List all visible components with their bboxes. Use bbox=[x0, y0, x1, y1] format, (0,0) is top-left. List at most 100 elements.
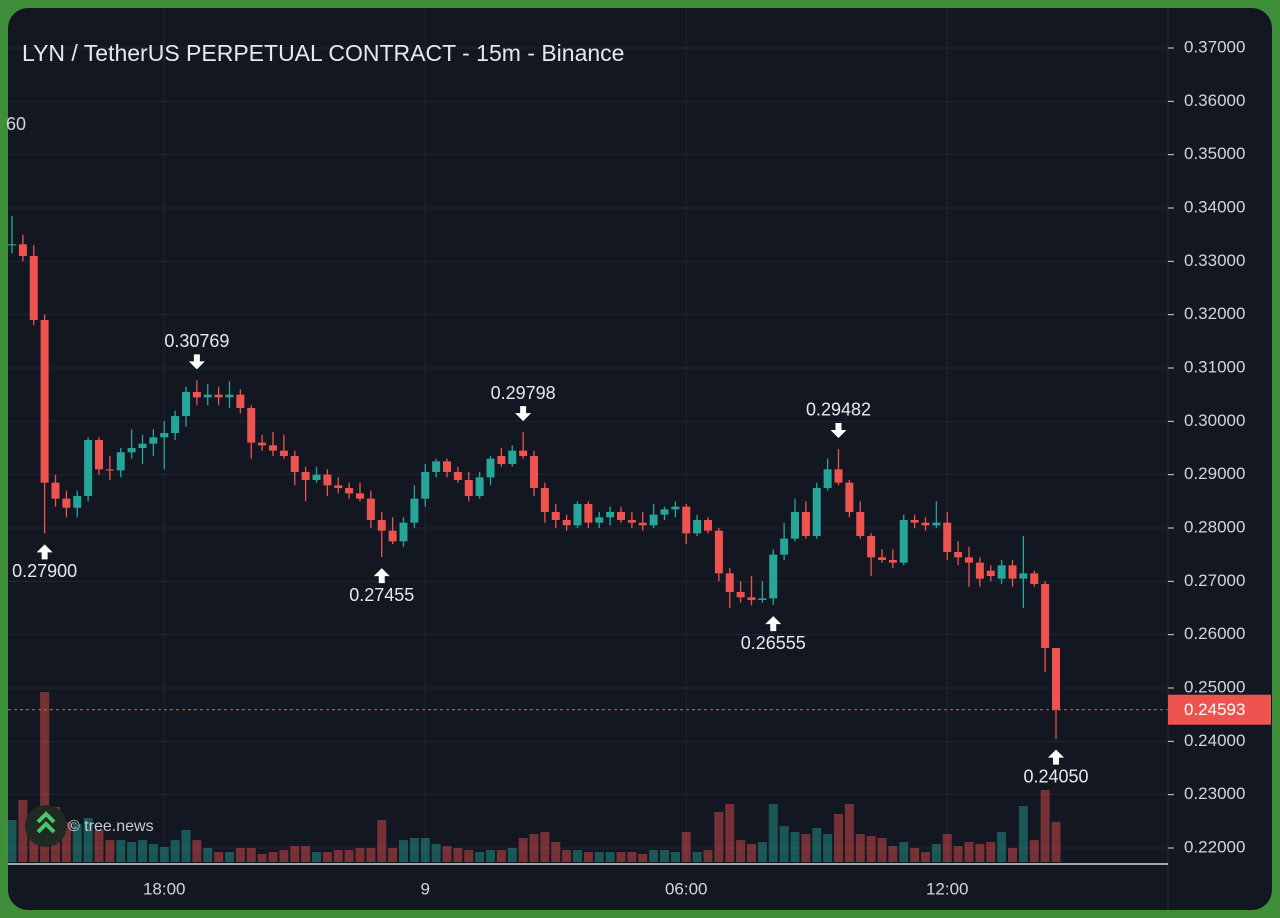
candle-body bbox=[323, 474, 332, 486]
y-tick-label: 0.23000 bbox=[1184, 784, 1245, 803]
high-label: 0.30769 bbox=[164, 331, 229, 351]
volume-bar bbox=[855, 834, 865, 862]
volume-bar bbox=[214, 852, 224, 862]
candle-body bbox=[453, 472, 462, 480]
candle-body bbox=[540, 488, 549, 512]
volume-bar bbox=[605, 852, 615, 862]
volume-bar bbox=[322, 852, 332, 862]
candle-body bbox=[410, 498, 419, 523]
volume-bar bbox=[420, 838, 430, 862]
volume-bar bbox=[997, 832, 1007, 862]
candle-body bbox=[1052, 648, 1060, 710]
volume-bar bbox=[18, 800, 28, 862]
candle-body bbox=[356, 493, 364, 499]
volume-bar bbox=[692, 852, 702, 862]
volume-bar bbox=[736, 840, 746, 862]
volume-bar bbox=[377, 820, 387, 862]
candle-body bbox=[127, 448, 136, 453]
volume-bar bbox=[235, 848, 245, 862]
candle-body bbox=[595, 517, 604, 523]
candle-body bbox=[269, 445, 277, 451]
volume-bar bbox=[181, 830, 191, 862]
candle-body bbox=[432, 461, 441, 472]
volume-bar bbox=[583, 852, 593, 862]
volume-bar bbox=[192, 840, 202, 862]
x-tick-label: 18:00 bbox=[143, 879, 186, 898]
volume-bar bbox=[388, 848, 398, 862]
volume-bar bbox=[1018, 806, 1028, 862]
volume-bar bbox=[540, 832, 550, 862]
volume-bar bbox=[888, 846, 898, 862]
volume-bar bbox=[1029, 840, 1039, 862]
candle-body bbox=[236, 394, 245, 408]
volume-bar bbox=[529, 834, 539, 862]
candle-body bbox=[73, 496, 82, 508]
candle-body bbox=[377, 520, 386, 531]
volume-bar bbox=[486, 850, 495, 862]
y-tick-label: 0.33000 bbox=[1184, 251, 1245, 270]
volume-bar bbox=[333, 850, 343, 862]
candle-body bbox=[714, 530, 723, 574]
y-tick-label: 0.26000 bbox=[1184, 624, 1245, 643]
candle-body bbox=[845, 482, 854, 512]
volume-bar bbox=[823, 834, 833, 862]
y-tick-label: 0.22000 bbox=[1184, 837, 1245, 856]
volume-bar bbox=[127, 842, 137, 862]
volume-bar bbox=[910, 848, 920, 862]
candle-body bbox=[878, 557, 886, 560]
watermark-logo bbox=[25, 805, 67, 847]
volume-bar bbox=[431, 844, 441, 862]
volume-bar bbox=[29, 832, 39, 862]
candle-body bbox=[986, 570, 995, 576]
candle-body bbox=[660, 509, 669, 515]
candle-body bbox=[747, 597, 756, 600]
candle-body bbox=[682, 506, 691, 534]
high-arrow bbox=[830, 422, 847, 438]
volume-bar bbox=[40, 692, 50, 862]
candle-body bbox=[888, 560, 897, 563]
candle-body bbox=[638, 522, 647, 526]
volume-bar bbox=[159, 847, 169, 862]
clipped-label: 60 bbox=[6, 114, 26, 134]
candle-body bbox=[1019, 573, 1028, 579]
volume-bar bbox=[105, 840, 115, 862]
candle-body bbox=[1030, 573, 1039, 584]
candle-body bbox=[867, 536, 876, 558]
candle-body bbox=[530, 456, 538, 488]
volume-bar bbox=[366, 848, 376, 862]
chart-background bbox=[8, 8, 1272, 910]
volume-bar bbox=[931, 844, 941, 862]
candle-body bbox=[899, 520, 908, 563]
low-label: 0.24050 bbox=[1023, 766, 1088, 786]
candle-body bbox=[649, 514, 658, 526]
candle-body bbox=[334, 485, 343, 488]
candle-body bbox=[617, 512, 625, 520]
candle-body bbox=[921, 522, 930, 526]
y-tick-label: 0.30000 bbox=[1184, 411, 1245, 430]
candle-body bbox=[258, 442, 267, 446]
volume-bar bbox=[942, 834, 952, 862]
y-tick-label: 0.27000 bbox=[1184, 571, 1245, 590]
volume-bar bbox=[594, 852, 604, 862]
volume-bar bbox=[616, 852, 626, 862]
volume-bar bbox=[964, 842, 974, 862]
candle-body bbox=[823, 469, 832, 488]
y-tick-label: 0.32000 bbox=[1184, 304, 1245, 323]
candle-body bbox=[18, 244, 27, 256]
y-tick-label: 0.31000 bbox=[1184, 357, 1245, 376]
candle-body bbox=[84, 440, 93, 496]
volume-bar bbox=[246, 848, 256, 862]
candle-body bbox=[312, 474, 321, 480]
candle-body bbox=[29, 256, 38, 320]
high-arrow bbox=[188, 354, 205, 370]
volume-bar bbox=[638, 854, 648, 862]
volume-bar bbox=[203, 848, 213, 862]
volume-bar bbox=[1040, 790, 1050, 862]
y-tick-label: 0.25000 bbox=[1184, 677, 1245, 696]
x-tick-label: 9 bbox=[421, 879, 430, 898]
candle-body bbox=[214, 394, 223, 398]
candle-body bbox=[954, 552, 963, 558]
volume-bar bbox=[725, 804, 735, 862]
volume-bar bbox=[899, 842, 909, 862]
y-tick-label: 0.28000 bbox=[1184, 517, 1245, 536]
